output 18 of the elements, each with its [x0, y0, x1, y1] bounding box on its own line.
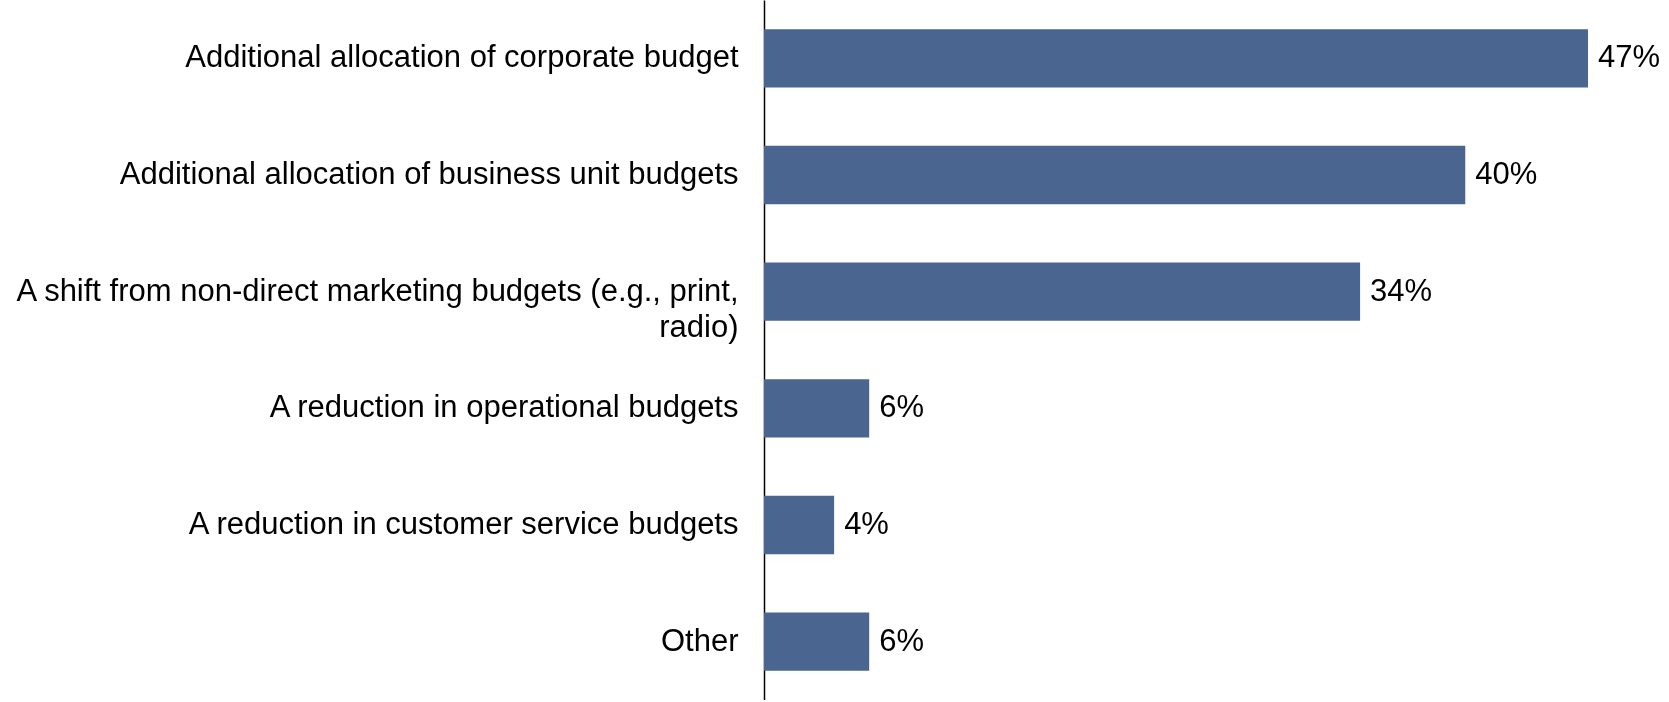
- y-tick-label: A reduction in operational budgets: [269, 389, 739, 425]
- bar: [764, 495, 835, 555]
- y-tick-label: A shift from non-direct marketing budgets (e.g., print, radio): [16, 272, 739, 344]
- data-label: 47%: [1598, 39, 1661, 75]
- bar: [764, 145, 1466, 205]
- bar: [764, 262, 1361, 321]
- bar: [764, 612, 870, 671]
- data-label: 4%: [844, 506, 889, 541]
- y-tick-label: A reduction in customer service budgets: [188, 506, 739, 541]
- y-tick-label: Additional allocation of business unit budgets: [119, 156, 739, 191]
- y-tick-label: Other: [660, 622, 739, 658]
- bar: [764, 379, 870, 438]
- data-label: 34%: [1370, 272, 1433, 308]
- data-label: 6%: [879, 622, 924, 658]
- data-label: 6%: [879, 389, 924, 425]
- bar: [764, 29, 1588, 88]
- data-label: 40%: [1475, 156, 1538, 191]
- y-tick-label: Additional allocation of corporate budget: [185, 39, 739, 75]
